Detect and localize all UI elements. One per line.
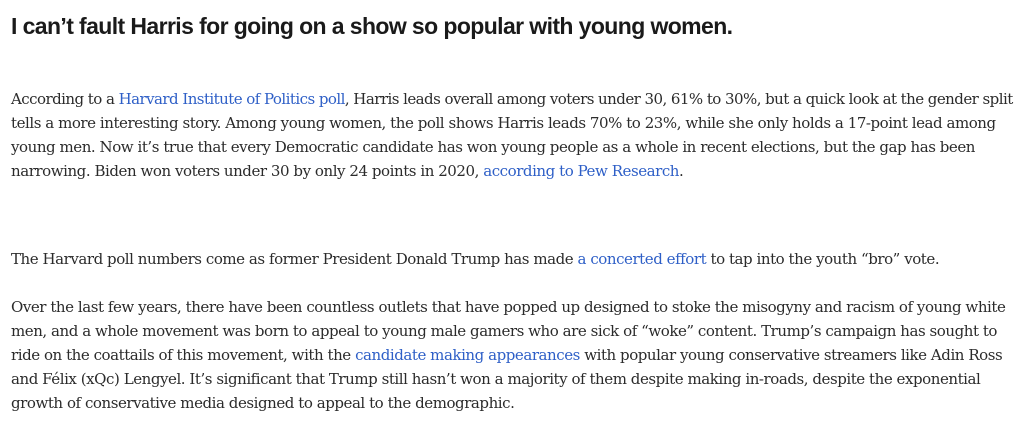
text-span: .: [679, 162, 684, 180]
paragraph-line: men, and a whole movement was born to ap…: [11, 322, 998, 340]
candidate-appearances-link[interactable]: candidate making appearances: [355, 346, 580, 364]
text-span: According to a: [11, 90, 119, 108]
concerted-effort-link[interactable]: a concerted effort: [577, 250, 707, 268]
pew-research-link[interactable]: according to Pew Research: [483, 162, 680, 180]
paragraph-line: According to a Harvard Institute of Poli…: [11, 87, 1025, 111]
section-heading: I can’t fault Harris for going on a show…: [11, 13, 733, 39]
paragraph-3: Over the last few years, there have been…: [11, 295, 1025, 415]
paragraph-line: Over the last few years, there have been…: [11, 298, 1006, 316]
text-span: with popular young conservative streamer…: [579, 346, 1003, 364]
paragraph-line: narrowing. Biden won voters under 30 by …: [11, 159, 1025, 183]
paragraph-line: growth of conservative media designed to…: [11, 394, 515, 412]
text-span: ride on the coattails of this movement, …: [11, 346, 356, 364]
paragraph-1: According to a Harvard Institute of Poli…: [11, 87, 1025, 183]
harvard-poll-link[interactable]: Harvard Institute of Politics poll: [118, 90, 346, 108]
paragraph-2: The Harvard poll numbers come as former …: [11, 247, 1025, 271]
paragraph-line: and Félix (xQc) Lengyel. It’s significan…: [11, 370, 981, 388]
text-span: to tap into the youth “bro” vote.: [706, 250, 940, 268]
paragraph-line: tells a more interesting story. Among yo…: [11, 114, 996, 132]
text-span: , Harris leads overall among voters unde…: [344, 90, 1013, 108]
paragraph-line: The Harvard poll numbers come as former …: [11, 247, 1025, 271]
text-span: narrowing. Biden won voters under 30 by …: [11, 162, 484, 180]
paragraph-line: young men. Now it’s true that every Demo…: [11, 138, 975, 156]
text-span: The Harvard poll numbers come as former …: [11, 250, 578, 268]
paragraph-line: ride on the coattails of this movement, …: [11, 343, 1025, 367]
